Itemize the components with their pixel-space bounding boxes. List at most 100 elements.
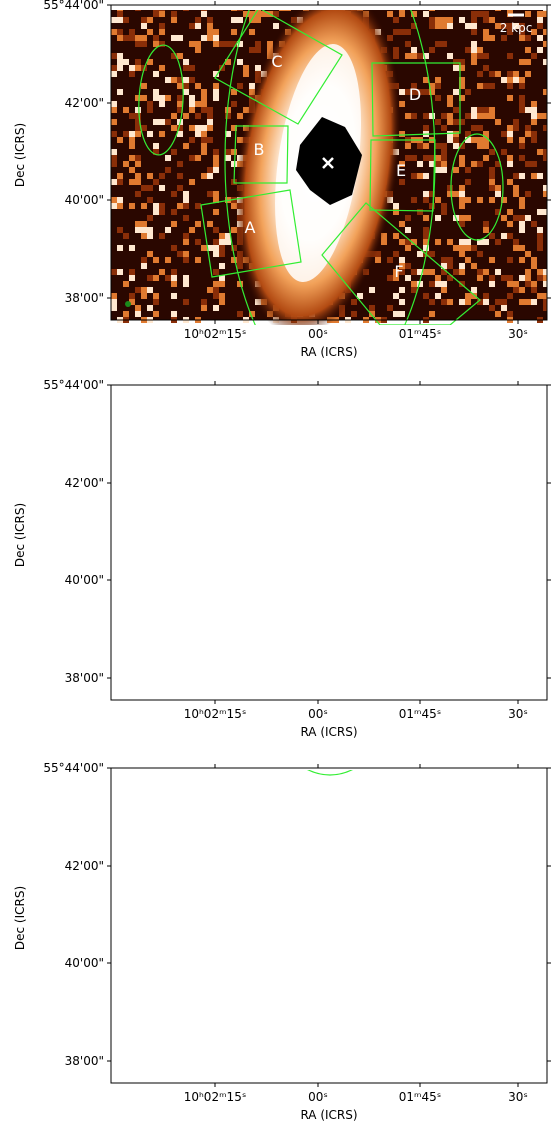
- pixel: [244, 894, 251, 901]
- pixel: [286, 964, 293, 971]
- pixel: [160, 1006, 167, 1013]
- pixel: [183, 143, 189, 149]
- pixel: [481, 465, 491, 475]
- pixel: [286, 1062, 293, 1069]
- pixel: [342, 852, 349, 859]
- pixel: [519, 221, 525, 227]
- pixel: [538, 866, 545, 873]
- pixel: [370, 838, 377, 845]
- pixel: [117, 29, 123, 35]
- pixel: [538, 796, 545, 803]
- pixel: [538, 978, 545, 985]
- pixel: [301, 655, 311, 665]
- pixel: [495, 191, 501, 197]
- pixel: [454, 782, 461, 789]
- pixel: [501, 275, 507, 281]
- pixel: [321, 992, 328, 999]
- pixel: [223, 866, 230, 873]
- pixel: [307, 1027, 314, 1034]
- pixel: [171, 565, 181, 575]
- pixel: [209, 782, 216, 789]
- pixel: [201, 95, 207, 101]
- pixel: [519, 173, 525, 179]
- pixel: [401, 445, 411, 455]
- pixel: [426, 873, 433, 880]
- pixel: [135, 113, 141, 119]
- pixel: [441, 635, 451, 645]
- pixel: [219, 263, 225, 269]
- pixel: [314, 936, 321, 943]
- pixel: [167, 908, 174, 915]
- pixel: [291, 415, 301, 425]
- pixel: [191, 585, 201, 595]
- pixel: [159, 65, 165, 71]
- pixel: [537, 239, 543, 245]
- pixel: [503, 1013, 510, 1020]
- pixel: [195, 852, 202, 859]
- pixel: [370, 768, 377, 775]
- pixel: [135, 131, 141, 137]
- pixel: [475, 999, 482, 1006]
- pixel: [279, 908, 286, 915]
- image: CBADEF2 kpc: [111, 0, 549, 395]
- pixel: [468, 887, 475, 894]
- pixel: [160, 957, 167, 964]
- pixel: [237, 789, 244, 796]
- pixel: [125, 992, 132, 999]
- pixel: [510, 1006, 517, 1013]
- pixel: [431, 535, 441, 545]
- pixel: [482, 1034, 489, 1041]
- pixel: [146, 936, 153, 943]
- pixel: [286, 1020, 293, 1027]
- pixel: [453, 89, 459, 95]
- pixel: [468, 789, 475, 796]
- pixel: [475, 901, 482, 908]
- pixel: [482, 1020, 489, 1027]
- pixel: [398, 775, 405, 782]
- pixel: [426, 1048, 433, 1055]
- pixel: [311, 665, 321, 675]
- pixel: [398, 985, 405, 992]
- region-ellipse: [225, 305, 435, 775]
- pixel: [423, 227, 429, 233]
- pixel: [188, 1020, 195, 1027]
- pixel: [191, 555, 201, 565]
- pixel: [141, 525, 151, 535]
- pixel: [405, 908, 412, 915]
- pixel: [412, 978, 419, 985]
- pixel: [489, 950, 496, 957]
- pixel: [321, 782, 328, 789]
- pixel: [117, 173, 123, 179]
- pixel: [433, 1020, 440, 1027]
- pixel: [251, 1055, 258, 1062]
- pixel: [370, 957, 377, 964]
- pixel: [153, 971, 160, 978]
- pixel: [279, 824, 286, 831]
- pixel: [447, 95, 453, 101]
- pixel: [321, 985, 328, 992]
- pixel: [431, 525, 441, 535]
- pixel: [349, 1062, 356, 1069]
- pixel: [419, 1034, 426, 1041]
- pixel: [125, 1013, 132, 1020]
- pixel: [147, 251, 153, 257]
- pixel: [465, 245, 471, 251]
- pixel: [237, 999, 244, 1006]
- x-tick-label: 00ˢ: [308, 327, 328, 341]
- pixel: [147, 275, 153, 281]
- pixel: [342, 803, 349, 810]
- pixel: [429, 269, 435, 275]
- pixel: [300, 1048, 307, 1055]
- pixel: [279, 1013, 286, 1020]
- pixel: [401, 415, 411, 425]
- pixel: [146, 1055, 153, 1062]
- pixel: [225, 41, 231, 47]
- pixel: [524, 845, 531, 852]
- pixel: [231, 545, 241, 555]
- pixel: [300, 880, 307, 887]
- pixel: [398, 950, 405, 957]
- pixel: [363, 1020, 370, 1027]
- pixel: [125, 880, 132, 887]
- pixel: [181, 845, 188, 852]
- pixel: [307, 1006, 314, 1013]
